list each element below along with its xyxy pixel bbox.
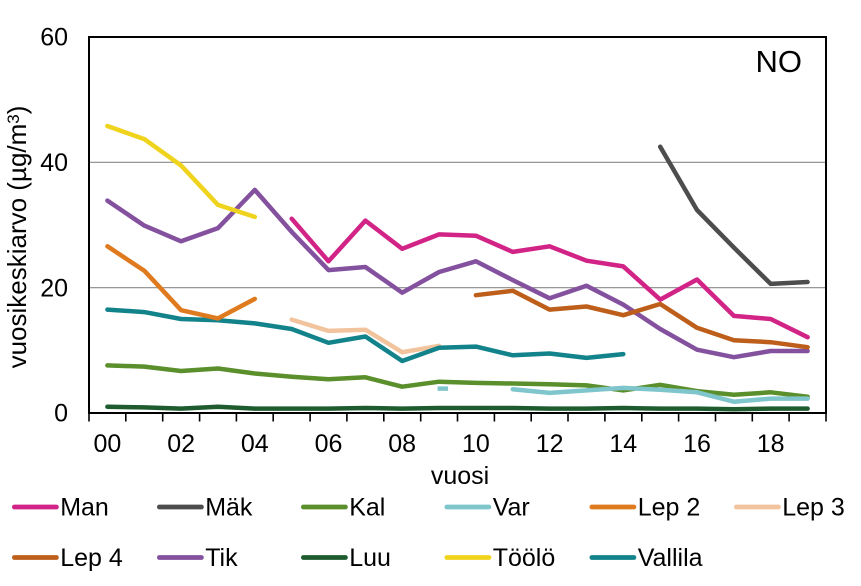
- svg-text:06: 06: [315, 430, 343, 458]
- svg-text:Luu: Luu: [349, 544, 391, 572]
- svg-text:Mäk: Mäk: [205, 494, 253, 522]
- svg-text:Lep 4: Lep 4: [60, 544, 123, 572]
- svg-text:08: 08: [388, 430, 416, 458]
- svg-text:18: 18: [757, 430, 785, 458]
- svg-text:Vallila: Vallila: [638, 544, 703, 572]
- svg-text:Man: Man: [60, 494, 109, 522]
- svg-text:04: 04: [241, 430, 269, 458]
- svg-text:02: 02: [167, 430, 195, 458]
- svg-text:16: 16: [683, 430, 711, 458]
- svg-text:60: 60: [40, 24, 68, 52]
- svg-text:Lep 2: Lep 2: [638, 494, 701, 522]
- svg-text:20: 20: [40, 274, 68, 302]
- svg-text:vuosikeskiarvo (µg/m3): vuosikeskiarvo (µg/m3): [2, 106, 32, 369]
- svg-text:Lep 3: Lep 3: [782, 494, 845, 522]
- svg-text:Töölö: Töölö: [493, 544, 556, 572]
- svg-text:0: 0: [54, 400, 68, 428]
- svg-text:Var: Var: [493, 494, 530, 522]
- svg-text:14: 14: [609, 430, 637, 458]
- svg-text:10: 10: [462, 430, 490, 458]
- svg-text:Kal: Kal: [349, 494, 385, 522]
- svg-text:vuosi: vuosi: [431, 462, 489, 490]
- svg-text:12: 12: [536, 430, 564, 458]
- svg-text:NO: NO: [756, 44, 803, 79]
- svg-text:00: 00: [93, 430, 121, 458]
- svg-text:Tik: Tik: [205, 544, 238, 572]
- svg-text:40: 40: [40, 149, 68, 177]
